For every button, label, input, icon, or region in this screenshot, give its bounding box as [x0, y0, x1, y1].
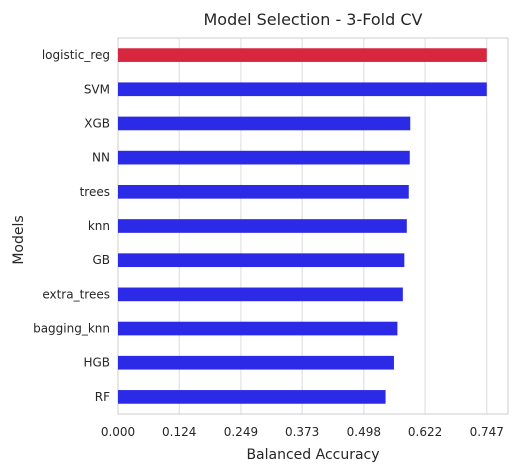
- x-tick-label: 0.249: [224, 425, 258, 439]
- x-tick-label: 0.498: [347, 425, 381, 439]
- bar-knn: [118, 219, 407, 233]
- chart-title: Model Selection - 3-Fold CV: [204, 10, 423, 29]
- bars: [118, 48, 487, 404]
- category-label-SVM: SVM: [84, 82, 110, 96]
- bar-RF: [118, 390, 386, 404]
- category-label-bagging_knn: bagging_knn: [33, 322, 110, 336]
- x-tick-label: 0.124: [162, 425, 196, 439]
- category-label-extra_trees: extra_trees: [42, 287, 110, 301]
- category-label-HGB: HGB: [83, 356, 110, 370]
- bar-HGB: [118, 355, 394, 370]
- category-label-XGB: XGB: [84, 116, 110, 130]
- x-tick-label: 0.622: [408, 425, 442, 439]
- x-tick-label: 0.000: [101, 425, 135, 439]
- category-label-NN: NN: [92, 151, 110, 165]
- bar-XGB: [118, 116, 411, 131]
- x-tick-label: 0.747: [470, 425, 504, 439]
- x-axis-label: Balanced Accuracy: [246, 447, 379, 463]
- bar-trees: [118, 184, 409, 199]
- bar-NN: [118, 150, 410, 165]
- x-tick-labels: 0.000 0.124 0.249 0.373 0.498 0.622 0.747: [101, 425, 504, 439]
- bar-SVM: [118, 82, 487, 97]
- category-label-RF: RF: [95, 390, 110, 404]
- category-label-GB: GB: [92, 253, 110, 267]
- category-label-trees: trees: [80, 185, 110, 199]
- bar-logistic_reg: [118, 48, 487, 62]
- bar-GB: [118, 253, 405, 268]
- bar-extra_trees: [118, 287, 403, 302]
- category-label-logistic_reg: logistic_reg: [42, 48, 110, 62]
- x-tick-label: 0.373: [285, 425, 319, 439]
- category-labels: logistic_reg SVM XGB NN trees knn GB extra_tree…: [33, 48, 110, 404]
- y-axis-label: Models: [11, 215, 27, 264]
- bar-bagging_knn: [118, 321, 398, 336]
- category-label-knn: knn: [88, 219, 110, 233]
